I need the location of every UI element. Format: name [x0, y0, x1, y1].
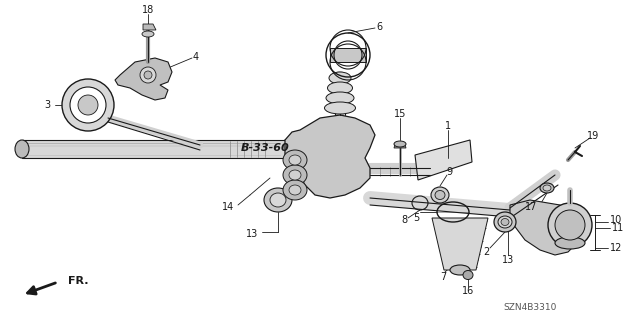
Text: 9: 9	[446, 167, 452, 177]
Text: B-33-60: B-33-60	[241, 143, 289, 153]
Text: 13: 13	[246, 229, 258, 239]
Ellipse shape	[450, 265, 470, 275]
Text: 19: 19	[587, 131, 599, 141]
Polygon shape	[394, 144, 406, 148]
Ellipse shape	[15, 140, 29, 158]
Polygon shape	[415, 140, 472, 180]
Text: 18: 18	[142, 5, 154, 15]
Text: 13: 13	[502, 255, 514, 265]
Text: 8: 8	[401, 215, 407, 225]
Text: 5: 5	[413, 213, 419, 223]
Ellipse shape	[289, 155, 301, 165]
Text: 15: 15	[394, 109, 406, 119]
Text: 3: 3	[44, 100, 50, 110]
Text: 16: 16	[462, 286, 474, 296]
Text: 7: 7	[440, 272, 446, 282]
Ellipse shape	[394, 141, 406, 147]
Text: 4: 4	[193, 52, 199, 62]
Ellipse shape	[543, 185, 551, 191]
Circle shape	[70, 87, 106, 123]
Polygon shape	[22, 140, 285, 158]
Ellipse shape	[431, 187, 449, 203]
Ellipse shape	[498, 216, 512, 228]
Circle shape	[140, 67, 156, 83]
Text: 10: 10	[610, 215, 622, 225]
Ellipse shape	[494, 212, 516, 232]
Polygon shape	[143, 24, 156, 30]
Ellipse shape	[270, 193, 286, 207]
Ellipse shape	[555, 237, 585, 249]
Text: 2: 2	[483, 247, 489, 257]
Circle shape	[548, 203, 592, 247]
Text: FR.: FR.	[68, 276, 88, 286]
Circle shape	[62, 79, 114, 131]
Circle shape	[144, 71, 152, 79]
Ellipse shape	[329, 72, 351, 84]
Ellipse shape	[328, 82, 353, 94]
Polygon shape	[115, 58, 172, 100]
Text: 11: 11	[612, 223, 624, 233]
Polygon shape	[330, 48, 366, 62]
Text: 17: 17	[525, 202, 537, 212]
Ellipse shape	[289, 170, 301, 180]
Text: SZN4B3310: SZN4B3310	[503, 303, 557, 313]
Circle shape	[78, 95, 98, 115]
Ellipse shape	[264, 188, 292, 212]
Ellipse shape	[283, 165, 307, 185]
Circle shape	[555, 210, 585, 240]
Ellipse shape	[324, 102, 355, 114]
Ellipse shape	[289, 185, 301, 195]
Text: 1: 1	[445, 121, 451, 131]
Ellipse shape	[142, 31, 154, 37]
Ellipse shape	[283, 150, 307, 170]
Ellipse shape	[326, 92, 354, 104]
Ellipse shape	[435, 190, 445, 199]
Polygon shape	[285, 115, 375, 198]
Ellipse shape	[540, 183, 554, 193]
Polygon shape	[510, 200, 580, 255]
Text: 6: 6	[376, 22, 382, 32]
Ellipse shape	[501, 219, 509, 226]
Polygon shape	[432, 218, 488, 270]
Text: 14: 14	[221, 202, 234, 212]
Text: 12: 12	[610, 243, 622, 253]
Ellipse shape	[283, 180, 307, 200]
Ellipse shape	[463, 271, 473, 279]
